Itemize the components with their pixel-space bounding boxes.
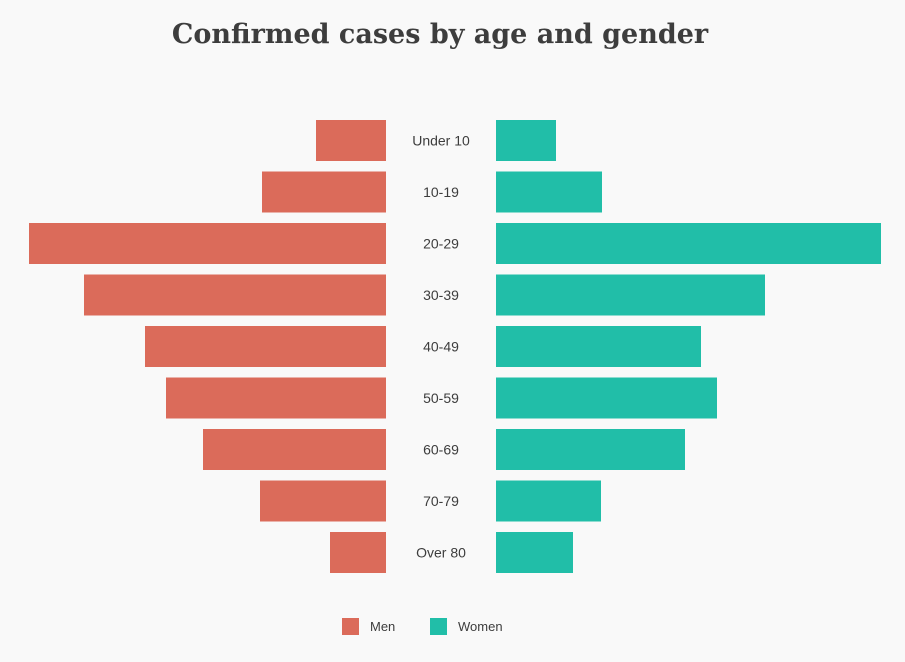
category-label-10-19: 10-19 bbox=[423, 184, 459, 200]
category-label-60-69: 60-69 bbox=[423, 442, 459, 458]
legend-swatch-women bbox=[430, 618, 447, 635]
bar-men-20-29 bbox=[29, 223, 386, 264]
category-label-under-10: Under 10 bbox=[412, 133, 470, 149]
bar-women-50-59 bbox=[496, 377, 717, 419]
bar-women-10-19 bbox=[496, 171, 602, 213]
bar-men-under-10 bbox=[316, 120, 386, 161]
category-label-30-39: 30-39 bbox=[423, 287, 459, 303]
category-label-70-79: 70-79 bbox=[423, 493, 459, 509]
bar-men-70-79 bbox=[260, 480, 386, 522]
category-label-40-49: 40-49 bbox=[423, 339, 459, 355]
category-label-over-80: Over 80 bbox=[416, 545, 466, 561]
bar-women-70-79 bbox=[496, 480, 601, 522]
bar-women-over-80 bbox=[496, 532, 573, 573]
bar-men-60-69 bbox=[203, 429, 386, 470]
bar-women-under-10 bbox=[496, 120, 556, 161]
chart-title: Confirmed cases by age and gender bbox=[172, 19, 709, 50]
legend-swatch-men bbox=[342, 618, 359, 635]
women-bars bbox=[496, 120, 881, 573]
bar-men-40-49 bbox=[145, 326, 386, 367]
men-bars bbox=[29, 120, 386, 573]
bar-men-50-59 bbox=[166, 377, 386, 419]
bar-women-40-49 bbox=[496, 326, 701, 367]
bar-men-10-19 bbox=[262, 171, 386, 213]
bar-women-20-29 bbox=[496, 223, 881, 264]
category-label-20-29: 20-29 bbox=[423, 236, 459, 252]
legend-label-women: Women bbox=[458, 619, 503, 634]
bar-men-30-39 bbox=[84, 274, 386, 316]
age-group-labels: Under 10 10-19 20-29 30-39 40-49 50-59 60-69 70… bbox=[412, 133, 470, 561]
bar-men-over-80 bbox=[330, 532, 386, 573]
category-label-50-59: 50-59 bbox=[423, 390, 459, 406]
bar-women-30-39 bbox=[496, 274, 765, 316]
legend-label-men: Men bbox=[370, 619, 395, 634]
legend: Men Women bbox=[342, 618, 503, 635]
bar-women-60-69 bbox=[496, 429, 685, 470]
